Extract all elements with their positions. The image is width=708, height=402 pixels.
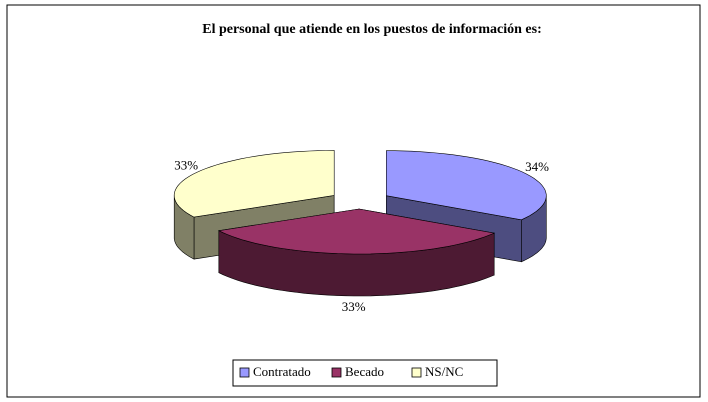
data-label: 34% bbox=[525, 159, 549, 174]
slice bbox=[217, 208, 496, 255]
data-label: 33% bbox=[342, 299, 366, 314]
chart-title: El personal que atiende en los puestos d… bbox=[202, 22, 542, 37]
slice bbox=[386, 150, 547, 221]
data-label: 33% bbox=[174, 157, 198, 172]
legend-label: NS/NC bbox=[425, 364, 463, 379]
legend: Contratado Becado NS/NC bbox=[239, 364, 463, 379]
legend-swatch bbox=[239, 367, 250, 378]
legend-box bbox=[232, 359, 498, 387]
slice bbox=[173, 150, 335, 218]
legend-label: Contratado bbox=[253, 364, 311, 379]
pie: 34% 33% 33% bbox=[173, 150, 549, 314]
chart-frame bbox=[6, 4, 701, 398]
legend-label: Becado bbox=[345, 364, 384, 379]
legend-swatch bbox=[411, 367, 422, 378]
legend-swatch bbox=[331, 367, 342, 378]
